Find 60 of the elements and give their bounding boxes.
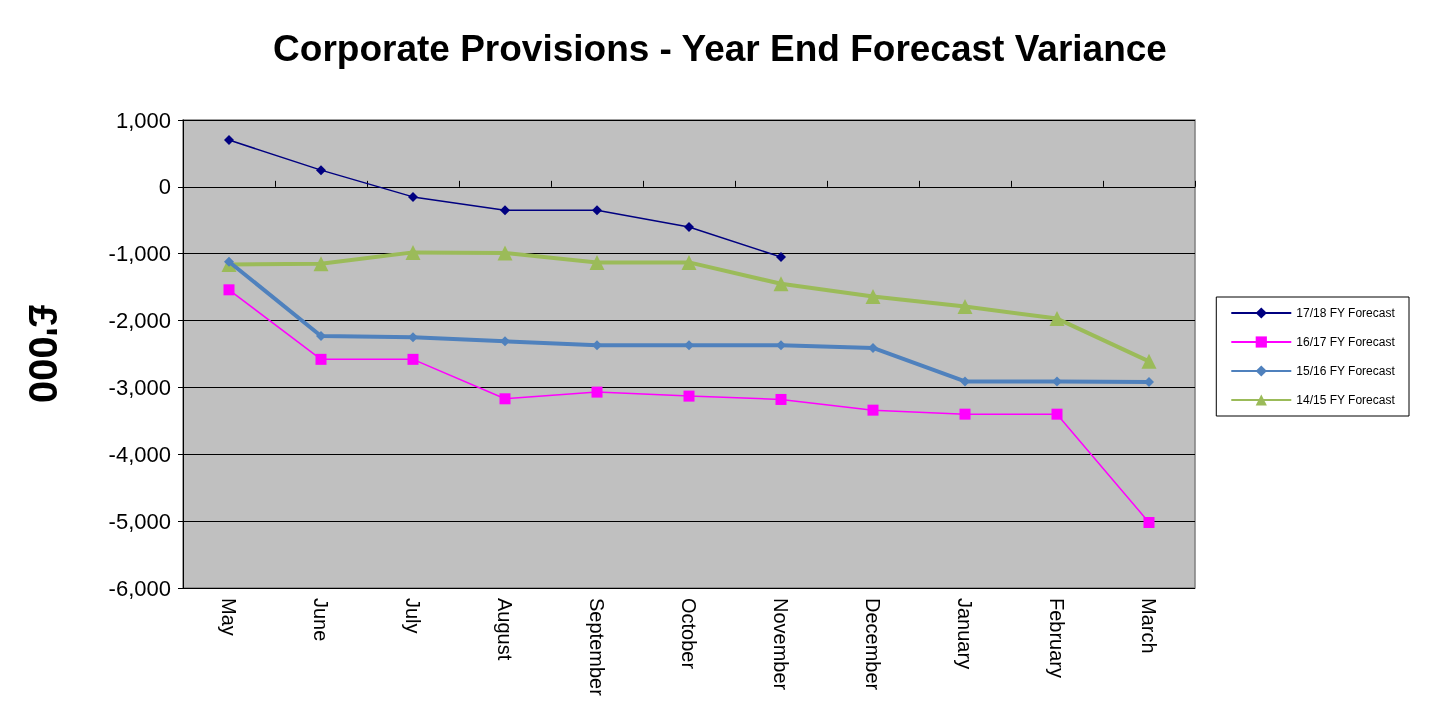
x-tick-label: September [586,598,608,697]
point [775,393,787,405]
point [316,165,326,176]
point [500,205,510,216]
x-tick-label: March [1138,598,1160,654]
point [405,244,421,260]
y-tick-label: -6,000 [108,575,171,601]
point [407,353,419,365]
point [773,276,789,292]
point [867,404,879,416]
x-tick-label: August [494,598,516,661]
y-tick-label: -5,000 [108,508,171,534]
y-axis-title: £'000 [21,304,65,404]
point [315,353,327,365]
point [223,284,235,296]
point [868,342,878,353]
point [316,330,326,341]
point [681,254,697,270]
y-tick-label: -2,000 [108,308,171,334]
point [1049,311,1065,327]
point [957,299,973,315]
point [865,289,881,304]
y-tick-label: 0 [158,174,171,200]
point [960,376,970,387]
x-tick-label: October [678,598,700,670]
point [313,256,329,272]
legend-label: 17/18 FY Forecast [1296,306,1396,320]
y-tick-label: -3,000 [108,374,171,400]
point [408,191,418,202]
point [959,408,971,420]
legend-label: 16/17 FY Forecast [1296,335,1396,349]
point [1143,516,1155,528]
point [408,332,418,343]
y-tick-label: -1,000 [108,241,171,267]
x-tick-label: December [862,598,884,691]
point [499,393,511,405]
y-tick-label: -4,000 [108,441,171,467]
point [776,252,786,263]
point [1051,408,1063,420]
point [591,386,603,398]
point [224,135,234,146]
y-tick-label: 1,000 [115,107,171,133]
x-tick-label: November [770,598,792,691]
x-tick-label: July [402,598,424,634]
point [776,340,786,351]
legend-label: 15/16 FY Forecast [1296,364,1396,378]
point [1052,376,1062,387]
x-tick-label: February [1046,598,1068,679]
point [1141,353,1157,369]
legend-label: 14/15 FY Forecast [1296,393,1396,407]
x-tick-label: January [954,598,976,670]
point [589,254,605,270]
point [683,390,695,402]
x-tick-label: May [218,598,240,636]
chart-title: Corporate Provisions - Year End Forecast Variance [273,28,1167,69]
point [684,340,694,351]
x-tick-label: June [310,598,332,642]
point [684,221,694,232]
point [497,245,513,261]
point [592,205,602,216]
